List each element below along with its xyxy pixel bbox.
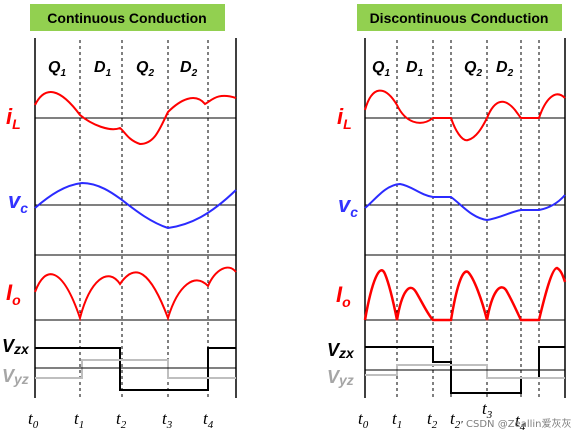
signal-label-Io: Io [6, 280, 21, 308]
time-tick: t0 [28, 409, 39, 431]
panel-title: Continuous Conduction [47, 10, 206, 26]
signal-label-Vyz: Vyz [2, 366, 29, 387]
signal-label-vc: vc [338, 192, 358, 220]
phase-label: Q1 [372, 59, 390, 79]
time-tick: t2 [116, 409, 127, 431]
time-tick: t1 [392, 409, 402, 431]
panel-title-box [30, 4, 225, 31]
Io-waveform [34, 266, 237, 322]
time-tick: t1 [74, 409, 84, 431]
signal-label-Vyz: Vyz [327, 367, 354, 388]
panel-title-box [357, 4, 562, 31]
time-tick: t0 [358, 409, 369, 431]
time-tick: t2' [450, 409, 463, 431]
time-tick: t4 [515, 411, 526, 433]
signal-label-iL: iL [337, 104, 352, 132]
Vzx-waveform [35, 347, 236, 391]
phase-label: Q2 [464, 59, 482, 79]
watermark-text: CSDN @Zeallin爱灰灰 [466, 417, 572, 430]
time-tick: t4 [203, 409, 214, 431]
vc-waveform [364, 182, 566, 222]
Vzx-waveform [365, 346, 565, 394]
phase-label: D1 [94, 59, 112, 79]
phase-label: D2 [180, 59, 198, 79]
iL-waveform [34, 91, 237, 146]
panel-discontinuous: Discontinuous Conduction Q1 D1 Q2 D2 [357, 4, 567, 400]
Vyz-waveform [365, 364, 565, 379]
time-tick: t2 [427, 409, 438, 431]
phase-label: D2 [496, 59, 514, 79]
phase-label: Q1 [48, 59, 66, 79]
signal-label-iL: iL [6, 104, 21, 132]
Vyz-waveform [35, 359, 236, 379]
time-tick: t3 [482, 399, 493, 421]
Io-waveform [363, 266, 567, 322]
phase-label: D1 [406, 59, 424, 79]
signal-label-Io: Io [336, 282, 351, 310]
phase-label: Q2 [136, 59, 154, 79]
vc-waveform [34, 181, 237, 230]
panel-title: Discontinuous Conduction [370, 10, 549, 26]
signal-label-Vzx: Vzx [327, 340, 355, 361]
panel-continuous: Continuous Conduction Q1 D1 Q2 D2 [30, 4, 237, 400]
iL-waveform [364, 89, 566, 142]
signal-label-Vzx: Vzx [2, 336, 30, 357]
time-tick: t3 [162, 409, 173, 431]
signal-label-vc: vc [8, 188, 28, 216]
